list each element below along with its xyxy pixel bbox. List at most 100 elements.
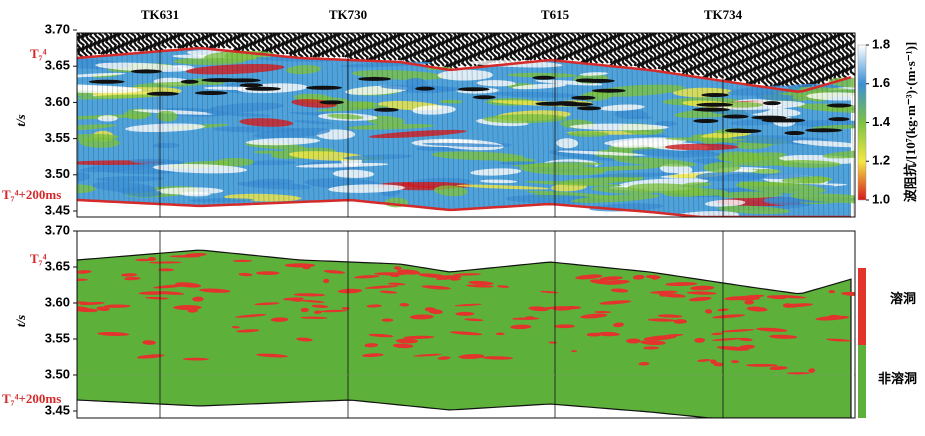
wiggle	[840, 33, 850, 79]
wiggle	[652, 33, 662, 70]
trace	[506, 64, 510, 207]
frame	[76, 230, 856, 419]
cave-patch	[643, 335, 677, 341]
wiggle	[576, 33, 586, 64]
cave-patch	[704, 309, 713, 314]
cave-patch	[510, 324, 532, 330]
impedance-patch	[77, 94, 162, 100]
cave-patch	[730, 360, 740, 364]
y-tick-label: 3.55	[45, 330, 70, 345]
trace	[761, 86, 765, 217]
black-event	[581, 78, 615, 83]
y-tick-label: 3.45	[45, 202, 70, 217]
trace	[231, 51, 235, 205]
trace	[411, 63, 415, 207]
wiggle	[177, 33, 185, 49]
cave-patch	[645, 274, 661, 279]
wiggle	[696, 33, 706, 76]
wiggle	[469, 33, 477, 67]
cave-patch	[711, 332, 724, 336]
wiggle	[220, 33, 230, 49]
impedance-patch	[95, 176, 165, 182]
wiggle	[732, 33, 742, 82]
trace	[491, 65, 495, 208]
wiggle	[424, 33, 434, 67]
cave-patch	[387, 282, 406, 286]
plot-area	[77, 33, 855, 217]
black-event	[180, 79, 199, 84]
well-name: TK730	[329, 7, 367, 22]
trace	[816, 87, 820, 217]
black-event	[532, 75, 556, 80]
impedance-patch	[792, 140, 855, 148]
black-event	[826, 103, 852, 108]
horizon-top	[77, 46, 852, 93]
legend-label: 非溶洞	[878, 371, 917, 386]
wiggle	[776, 33, 786, 88]
horizon-label: T₇⁴+200ms	[2, 187, 61, 202]
wiggle	[260, 33, 270, 55]
impedance-patch	[526, 190, 619, 199]
impedance-patch	[519, 164, 606, 176]
cave-patch	[640, 340, 666, 346]
trace	[496, 65, 500, 208]
wiggle	[820, 33, 830, 85]
impedance-patch	[719, 101, 763, 108]
y-axis-label: t/s	[13, 315, 28, 327]
wiggle	[104, 33, 114, 55]
wiggle	[636, 33, 646, 70]
trace	[766, 87, 770, 217]
cave-patch	[694, 337, 706, 343]
trace	[401, 62, 405, 206]
cave-patch	[311, 304, 329, 308]
wiggle	[120, 33, 130, 55]
trace	[361, 60, 365, 202]
cave-patch	[121, 273, 138, 277]
cave-patch	[103, 304, 131, 308]
trace	[841, 79, 845, 217]
trace	[266, 54, 270, 204]
wiggle	[728, 33, 738, 82]
wiggle	[364, 33, 374, 61]
cave-patch	[686, 291, 717, 295]
cave-patch	[421, 285, 451, 290]
wiggle	[532, 33, 542, 61]
impedance-patch	[507, 72, 577, 78]
black-event	[194, 91, 228, 96]
trace	[306, 58, 310, 202]
y-tick-label: 3.60	[45, 94, 70, 109]
cave-patch	[688, 296, 712, 302]
black-event	[576, 106, 602, 111]
colorbar-label: 波阻抗/[10⁷(kg·m⁻³)·(m·s⁻¹)]	[903, 42, 918, 202]
wiggle	[477, 33, 485, 67]
wiggle	[752, 33, 762, 85]
wiggle	[169, 33, 177, 49]
impedance-patch	[152, 142, 180, 149]
cave-patch	[396, 269, 421, 275]
wiggle	[108, 33, 118, 55]
wiggle	[185, 33, 193, 49]
wiggle	[300, 33, 310, 58]
wiggle	[524, 33, 534, 61]
cave-patch	[594, 310, 612, 314]
wiggle	[780, 33, 790, 88]
impedance-patch	[185, 63, 285, 75]
trace	[176, 49, 180, 205]
wiggle	[456, 33, 466, 67]
black-event	[146, 91, 179, 96]
impedance-patch	[95, 62, 191, 72]
wiggle	[792, 33, 802, 91]
impedance-patch	[328, 184, 405, 193]
cave-patch	[238, 272, 253, 277]
cave-patch	[454, 303, 482, 307]
wiggle	[648, 33, 658, 70]
impedance-patch	[130, 158, 185, 165]
wiggle	[724, 33, 734, 82]
horizon-label: T₇⁴	[30, 251, 47, 266]
cave-patch	[255, 271, 280, 275]
black-event	[245, 86, 281, 91]
impedance-patch	[795, 103, 855, 114]
wiggle	[464, 33, 474, 67]
cave-patch	[826, 338, 852, 342]
